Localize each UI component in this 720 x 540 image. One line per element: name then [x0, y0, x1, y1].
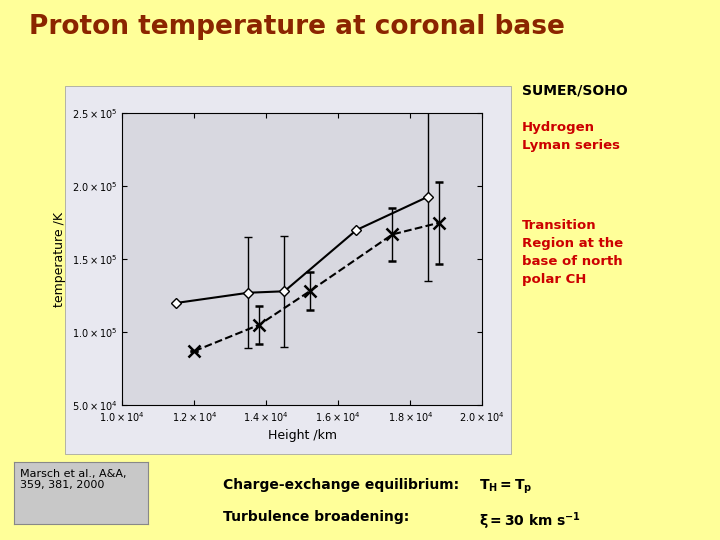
Text: Hydrogen
Lyman series: Hydrogen Lyman series: [522, 122, 620, 152]
Text: $\mathbf{T_H = T_p}$: $\mathbf{T_H = T_p}$: [479, 478, 532, 496]
Text: $\mathbf{\xi = 30\ km\ s^{-1}}$: $\mathbf{\xi = 30\ km\ s^{-1}}$: [479, 510, 581, 532]
Text: Transition
Region at the
base of north
polar CH: Transition Region at the base of north p…: [522, 219, 623, 286]
Text: Charge-exchange equilibrium:: Charge-exchange equilibrium:: [223, 478, 459, 492]
Text: Marsch et al., A&A,
359, 381, 2000: Marsch et al., A&A, 359, 381, 2000: [20, 469, 127, 490]
Text: SUMER/SOHO: SUMER/SOHO: [522, 84, 628, 98]
Y-axis label: temperature /K: temperature /K: [53, 212, 66, 307]
Text: Proton temperature at coronal base: Proton temperature at coronal base: [29, 14, 564, 39]
Text: Turbulence broadening:: Turbulence broadening:: [223, 510, 410, 524]
X-axis label: Height /km: Height /km: [268, 429, 337, 442]
